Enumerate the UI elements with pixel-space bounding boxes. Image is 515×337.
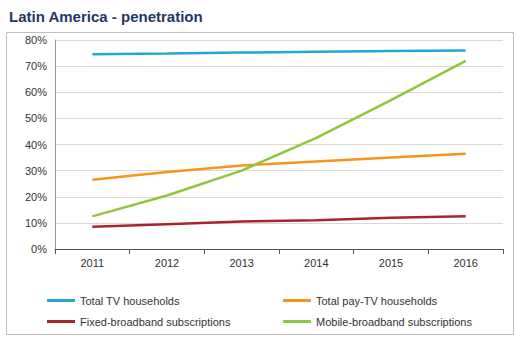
- svg-text:Mobile-broadband subscriptions: Mobile-broadband subscriptions: [316, 316, 472, 328]
- svg-text:2016: 2016: [453, 257, 477, 269]
- svg-text:2013: 2013: [229, 257, 253, 269]
- svg-text:2012: 2012: [155, 257, 179, 269]
- svg-text:20%: 20%: [25, 191, 47, 203]
- svg-text:Fixed-broadband subscriptions: Fixed-broadband subscriptions: [80, 316, 231, 328]
- svg-text:Latin America - penetration: Latin America - penetration: [9, 8, 203, 25]
- svg-text:2011: 2011: [81, 257, 105, 269]
- svg-text:30%: 30%: [25, 165, 47, 177]
- svg-text:Total TV households: Total TV households: [80, 295, 180, 307]
- svg-text:70%: 70%: [25, 60, 47, 72]
- svg-text:2015: 2015: [379, 257, 403, 269]
- svg-text:50%: 50%: [25, 112, 47, 124]
- svg-text:Total pay-TV households: Total pay-TV households: [316, 295, 438, 307]
- svg-text:10%: 10%: [25, 217, 47, 229]
- svg-text:80%: 80%: [25, 34, 47, 46]
- svg-text:40%: 40%: [25, 139, 47, 151]
- svg-text:60%: 60%: [25, 86, 47, 98]
- svg-text:0%: 0%: [31, 243, 47, 255]
- svg-text:2014: 2014: [304, 257, 328, 269]
